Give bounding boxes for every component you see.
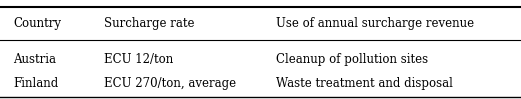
Text: Use of annual surcharge revenue: Use of annual surcharge revenue [276,17,474,30]
Text: Finland: Finland [13,77,58,90]
Text: Waste treatment and disposal: Waste treatment and disposal [276,77,453,90]
Text: Country: Country [13,17,61,30]
Text: ECU 12/ton: ECU 12/ton [104,53,173,66]
Text: Cleanup of pollution sites: Cleanup of pollution sites [276,53,428,66]
Text: Austria: Austria [13,53,56,66]
Text: ECU 270/ton, average: ECU 270/ton, average [104,77,237,90]
Text: Surcharge rate: Surcharge rate [104,17,195,30]
